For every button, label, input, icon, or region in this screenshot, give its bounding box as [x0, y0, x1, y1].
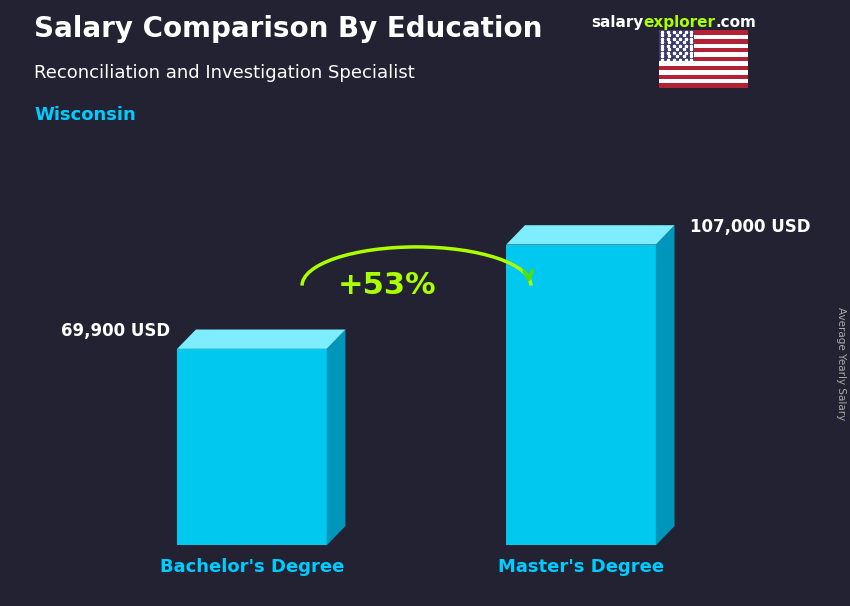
- Text: Average Yearly Salary: Average Yearly Salary: [836, 307, 846, 420]
- Polygon shape: [656, 225, 675, 545]
- Bar: [659, 70, 748, 75]
- Polygon shape: [177, 349, 326, 545]
- Polygon shape: [507, 225, 675, 245]
- Bar: [659, 57, 748, 61]
- Polygon shape: [507, 245, 656, 545]
- Text: 69,900 USD: 69,900 USD: [60, 322, 170, 340]
- Bar: [659, 84, 748, 88]
- Text: 107,000 USD: 107,000 USD: [689, 218, 810, 236]
- Text: Salary Comparison By Education: Salary Comparison By Education: [34, 15, 542, 43]
- Bar: [659, 30, 748, 35]
- Bar: [659, 65, 748, 70]
- Text: Wisconsin: Wisconsin: [34, 106, 136, 124]
- Bar: [659, 44, 748, 48]
- Text: Master's Degree: Master's Degree: [498, 558, 664, 576]
- Bar: [659, 61, 748, 65]
- Bar: [659, 75, 748, 79]
- Polygon shape: [177, 330, 345, 349]
- Polygon shape: [326, 330, 345, 545]
- Text: Reconciliation and Investigation Specialist: Reconciliation and Investigation Special…: [34, 64, 415, 82]
- Text: salary: salary: [591, 15, 643, 30]
- Bar: [659, 53, 748, 57]
- Bar: [659, 79, 748, 84]
- Text: explorer: explorer: [643, 15, 716, 30]
- Bar: [659, 30, 694, 61]
- Text: Bachelor's Degree: Bachelor's Degree: [160, 558, 344, 576]
- Bar: [659, 35, 748, 39]
- Text: +53%: +53%: [337, 271, 436, 300]
- Bar: [659, 48, 748, 53]
- Text: .com: .com: [716, 15, 756, 30]
- Bar: [659, 39, 748, 44]
